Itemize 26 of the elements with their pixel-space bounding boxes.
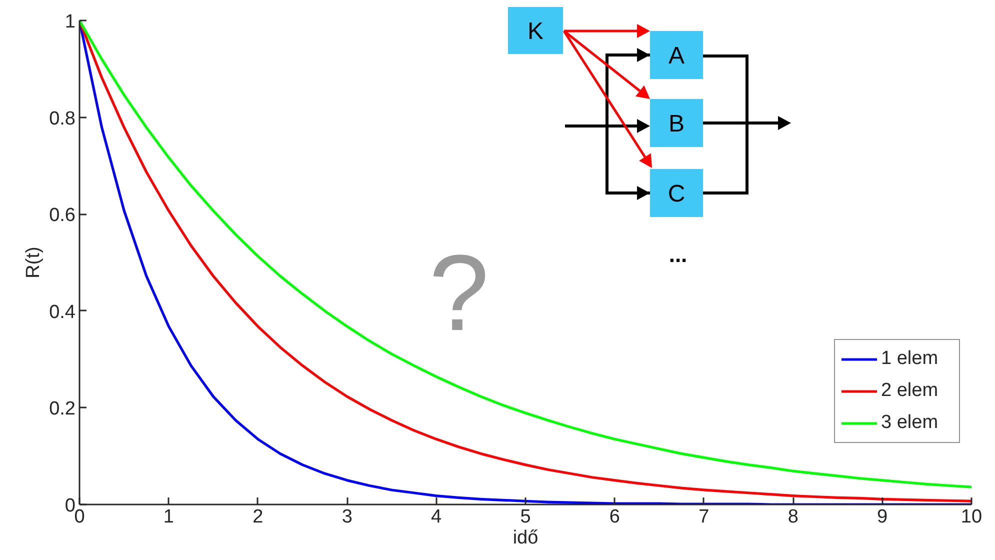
y-tick-label: 0.2 xyxy=(49,398,76,420)
legend-label: 1 elem xyxy=(881,347,940,371)
x-tick-label: 8 xyxy=(788,506,798,528)
y-tick-label: 0.6 xyxy=(49,205,76,226)
x-tick-label: 10 xyxy=(960,506,982,528)
annotation: ... xyxy=(668,242,688,267)
annotation: A xyxy=(668,42,685,70)
x-tick-label: 9 xyxy=(877,506,888,528)
x-tick-label: 6 xyxy=(609,506,620,528)
annotation: C xyxy=(668,180,686,208)
y-tick-label: 1 xyxy=(64,12,76,32)
x-tick-label: 1 xyxy=(163,506,174,528)
annotation: B xyxy=(668,110,685,138)
x-tick-label: 3 xyxy=(342,506,352,528)
x-tick-label: 5 xyxy=(520,506,531,528)
x-tick-label: 2 xyxy=(252,506,264,528)
legend-label: 3 elem xyxy=(881,411,940,435)
legend-label: 2 elem xyxy=(881,379,940,403)
annotation: K xyxy=(527,18,544,45)
x-tick-label: 7 xyxy=(698,506,710,528)
annotation: ? xyxy=(428,232,490,353)
x-tick-label: 4 xyxy=(431,506,442,528)
y-tick-label: 0.4 xyxy=(49,302,76,323)
y-tick-label: 0.8 xyxy=(49,108,76,130)
x-axis-title: idő xyxy=(512,528,538,548)
y-axis-title: R(t) xyxy=(23,246,44,278)
